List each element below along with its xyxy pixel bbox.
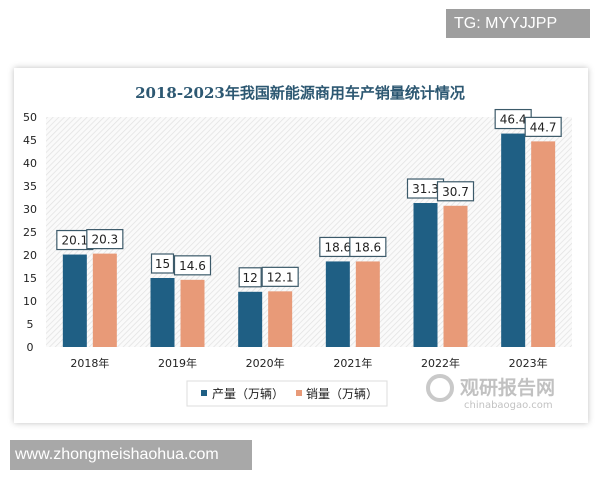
data-label-box: [173, 255, 212, 276]
watermark-top: TG: MYYJJPP: [446, 9, 590, 38]
x-tick-label: 2023年: [509, 356, 548, 370]
data-label: 14.6: [179, 259, 206, 273]
bar-production: [150, 278, 175, 347]
x-tick-label: 2020年: [246, 356, 285, 370]
data-label: 20.1: [61, 234, 88, 248]
data-label-box: [524, 116, 562, 137]
watermark-bottom: www.zhongmeishaohua.com: [10, 440, 252, 470]
x-tick-label: 2019年: [158, 356, 197, 370]
data-label: 15: [155, 257, 170, 271]
data-label-box: [238, 267, 262, 288]
y-tick-label: 40: [23, 157, 37, 170]
data-label-box: [86, 229, 124, 250]
x-tick-label: 2022年: [421, 356, 460, 370]
y-tick-label: 0: [27, 341, 34, 354]
data-label: 18.6: [354, 240, 381, 254]
bar-production: [325, 261, 350, 347]
data-label-box: [349, 236, 387, 258]
y-tick-label: 50: [23, 111, 37, 124]
data-label: 18.6: [324, 240, 351, 254]
bar-production: [238, 291, 263, 347]
logo-en: chinabaogao.com: [464, 400, 553, 411]
y-tick-label: 35: [23, 180, 37, 193]
plot-area: [46, 117, 572, 347]
y-tick-label: 10: [23, 295, 37, 308]
data-label-box: [150, 253, 175, 274]
bar-sales: [355, 261, 380, 347]
bar-sales: [443, 205, 468, 347]
bar-sales: [531, 141, 556, 347]
legend-label-production: 产量（万辆）: [212, 387, 284, 401]
y-tick-label: 30: [23, 203, 37, 216]
legend-swatch-sales: [296, 390, 302, 396]
x-tick-label: 2018年: [70, 356, 109, 370]
data-label: 12.1: [267, 270, 294, 284]
legend-swatch-production: [201, 390, 207, 396]
data-label-box: [436, 181, 475, 202]
legend-label-sales: 销量（万辆）: [306, 387, 378, 401]
bar-sales: [92, 253, 117, 347]
logo: 观研报告网 chinabaogao.com: [426, 374, 555, 411]
y-tick-label: 15: [23, 272, 37, 285]
data-label: 30.7: [442, 185, 469, 199]
bar-production: [501, 133, 526, 347]
bar-production: [413, 203, 438, 347]
y-tick-label: 5: [27, 318, 34, 331]
data-label-box: [261, 266, 299, 287]
chart-title: 2018-2023年我国新能源商用车产销量统计情况: [135, 84, 465, 102]
legend: 产量（万辆） 销量（万辆）: [186, 380, 388, 407]
bar-sales: [180, 279, 205, 347]
data-label: 12: [243, 271, 258, 285]
y-tick-label: 45: [23, 134, 37, 147]
logo-cn: 观研报告网: [460, 376, 555, 399]
data-label: 20.3: [91, 233, 118, 247]
x-tick-label: 2021年: [333, 356, 372, 370]
bar-sales: [268, 291, 293, 347]
y-tick-label: 25: [23, 226, 37, 239]
data-label: 46.4: [500, 113, 527, 127]
bar-production: [62, 254, 87, 347]
y-tick-label: 20: [23, 249, 37, 262]
data-label: 31.3: [412, 182, 439, 196]
data-label: 44.7: [530, 120, 557, 134]
